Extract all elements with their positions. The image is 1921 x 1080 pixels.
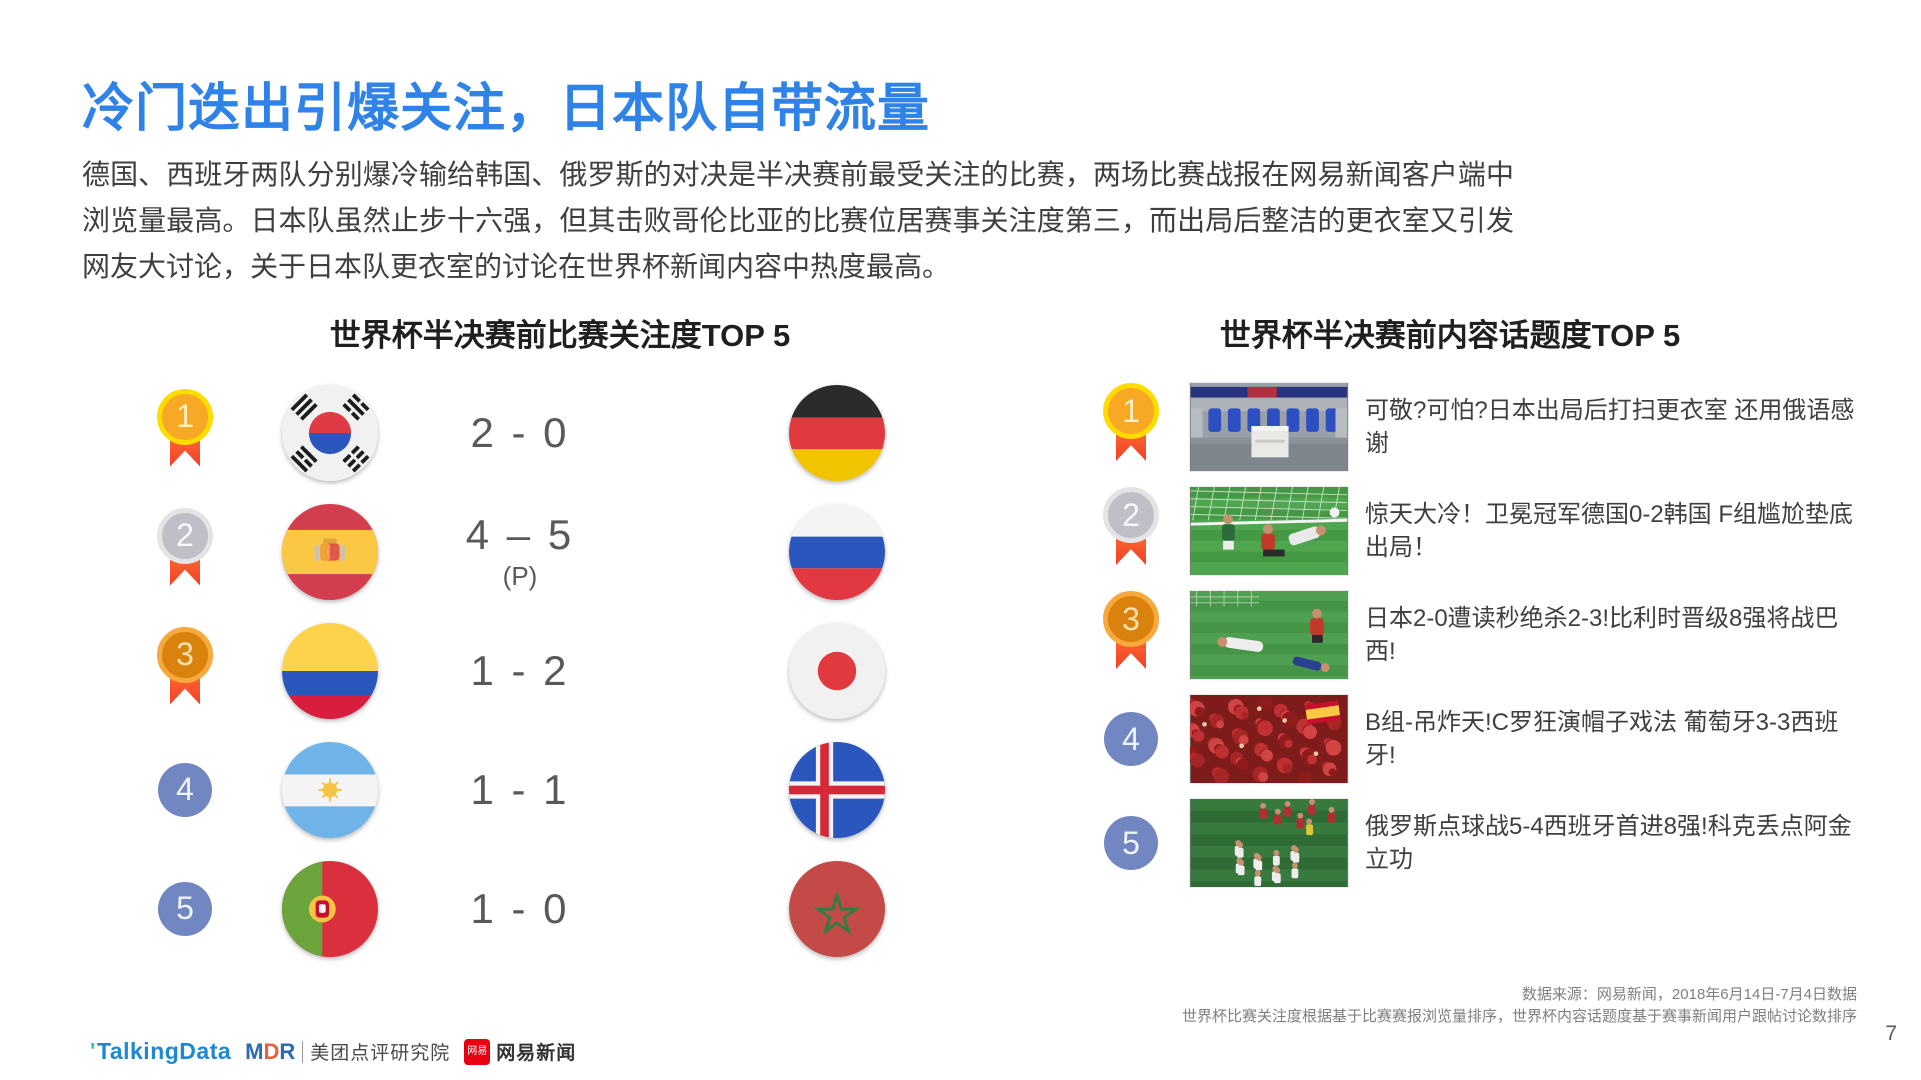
match-attention-table: 1 2 - 0 2 4 – 5 (P)	[140, 373, 1070, 968]
talkingdata-logo: ' TalkingData	[90, 1038, 232, 1064]
page-title: 冷门迭出引爆关注，日本队自带流量	[82, 80, 931, 138]
silver-medal-icon: 2	[157, 507, 213, 596]
rank-circle: 4	[1104, 712, 1158, 766]
flag-spain-icon	[282, 503, 378, 600]
flag-russia-icon	[789, 503, 885, 600]
locker-room-photo	[1190, 383, 1348, 471]
flag-iceland-icon	[789, 741, 885, 838]
match-score: 1 - 1	[470, 765, 570, 813]
news-headline: 可敬?可怕?日本出局后打扫更衣室 还用俄语感谢	[1365, 397, 1855, 457]
netease-badge-icon: 网易	[464, 1038, 491, 1065]
match-row-3: 3 1 - 2	[140, 611, 1070, 730]
summary-paragraph: 德国、西班牙两队分别爆冷输给韩国、俄罗斯的对决是半决赛前最受关注的比赛，两场比赛…	[82, 159, 1514, 282]
news-headline: B组-吊炸天!C罗狂演帽子戏法 葡萄牙3-3西班牙!	[1365, 709, 1839, 769]
data-source-note: 数据来源：网易新闻，2018年6月14日-7月4日数据 世界杯比赛关注度根据基于…	[1182, 984, 1857, 1028]
match-row-5: 5 1 - 0	[140, 849, 1070, 968]
match-row-4: 4 1 - 1	[140, 730, 1070, 849]
logo-divider	[302, 1040, 304, 1063]
flag-germany-icon	[789, 384, 885, 481]
match-row-2: 2 4 – 5 (P)	[140, 492, 1070, 611]
germany-korea-match-photo	[1190, 487, 1348, 575]
russia-celebration-photo	[1190, 799, 1348, 887]
topic-ranking-list: 1 可敬?可怕?日本出局后打扫更衣室 还用俄语感谢 2	[1100, 375, 1860, 895]
news-row-5: 5 俄罗斯点球战5-4西班牙首进8强!科克丢点阿金立功	[1100, 791, 1860, 895]
data-source-line2: 世界杯比赛关注度根据基于比赛赛报浏览量排序，世界杯内容话题度基于赛事新闻用户跟帖…	[1181, 1008, 1857, 1025]
rank-circle: 4	[158, 762, 212, 817]
match-score: 1 - 0	[470, 884, 570, 932]
match-score: 1 - 2	[470, 646, 570, 694]
gold-medal-icon: 1	[157, 388, 213, 477]
left-panel-title: 世界杯半决赛前比赛关注度TOP 5	[329, 318, 791, 353]
silver-medal-icon: 2	[1103, 487, 1159, 575]
spain-fans-photo	[1190, 695, 1348, 783]
news-row-3: 3 日本2-0遭读秒绝杀2-3!比利时晋级8强将战巴西!	[1100, 583, 1860, 687]
data-source-line1: 数据来源：网易新闻，2018年6月14日-7月4日数据	[1521, 986, 1857, 1003]
flag-argentina-icon	[282, 741, 378, 838]
flag-portugal-icon	[282, 860, 378, 957]
flag-japan-icon	[789, 622, 885, 719]
gold-medal-icon: 1	[1103, 383, 1159, 471]
match-score: 2 - 0	[470, 408, 570, 456]
netease-news-logo: 网易 网易新闻	[464, 1038, 576, 1065]
flag-south-korea-icon	[282, 384, 378, 481]
bronze-medal-icon: 3	[1103, 591, 1159, 679]
bronze-medal-icon: 3	[157, 626, 213, 715]
talkingdata-tick-icon: '	[90, 1038, 96, 1064]
news-row-4: 4 B组-吊炸天!C罗狂演帽子戏法 葡萄牙3-3西班牙!	[1100, 687, 1860, 791]
meituan-label: 美团点评研究院	[310, 1043, 451, 1064]
rank-circle: 5	[158, 881, 212, 936]
flag-colombia-icon	[282, 622, 378, 719]
news-row-1: 1 可敬?可怕?日本出局后打扫更衣室 还用俄语感谢	[1100, 375, 1860, 479]
netease-news-label: 网易新闻	[496, 1043, 577, 1064]
news-row-2: 2 惊天大冷！卫冕冠军德国0-2韩国 F组尴尬垫底出局！	[1100, 479, 1860, 583]
japan-belgium-match-photo	[1190, 591, 1348, 679]
score-note: (P)	[502, 561, 538, 591]
page-number: 7	[1885, 1022, 1897, 1045]
news-headline: 惊天大冷！卫冕冠军德国0-2韩国 F组尴尬垫底出局！	[1365, 501, 1854, 561]
news-headline: 日本2-0遭读秒绝杀2-3!比利时晋级8强将战巴西!	[1365, 605, 1839, 665]
match-score: 4 – 5 (P)	[465, 511, 575, 591]
rank-circle: 5	[1104, 816, 1158, 870]
right-panel-title: 世界杯半决赛前内容话题度TOP 5	[1219, 318, 1681, 353]
flag-morocco-icon	[789, 860, 885, 957]
match-row-1: 1 2 - 0	[140, 373, 1070, 492]
news-headline: 俄罗斯点球战5-4西班牙首进8强!科克丢点阿金立功	[1365, 813, 1852, 873]
